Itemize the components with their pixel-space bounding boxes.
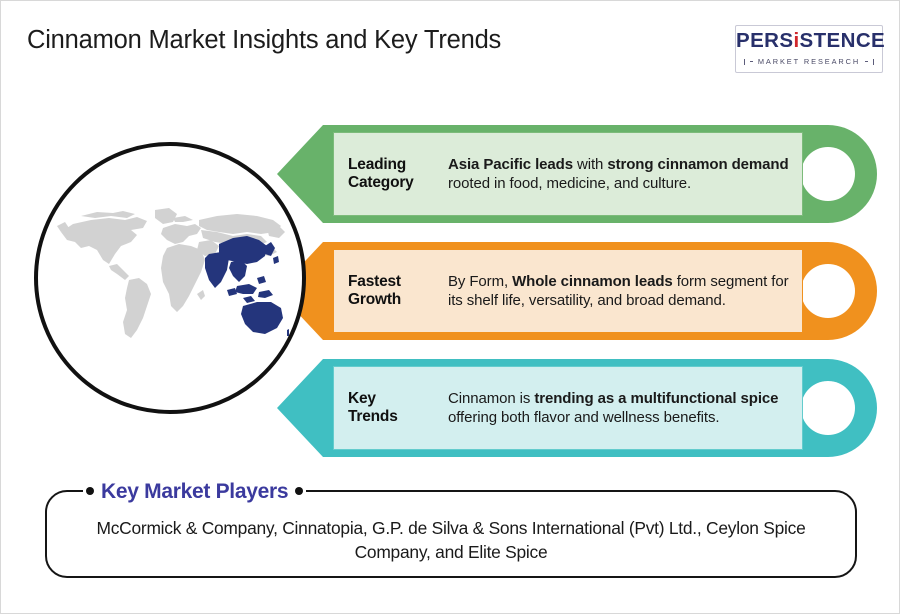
logo-wordmark-accent-i: i xyxy=(793,29,800,52)
panel-content-box: Key Trends Cinnamon is trending as a mul… xyxy=(333,366,803,450)
logo-subtitle-row: MARKET RESEARCH xyxy=(744,57,875,66)
panel-label: Fastest Growth xyxy=(334,273,448,310)
plain-text: form segment for its shelf life, versati… xyxy=(448,272,789,310)
panel-label-line2: Trends xyxy=(348,408,398,425)
persistence-market-research-logo: PERSiSTENCE MARKET RESEARCH xyxy=(735,25,885,73)
bullet-dot-right-icon xyxy=(295,487,304,495)
world-map-circle xyxy=(34,142,306,414)
panel-description: Asia Pacific leads with strong cinnamon … xyxy=(448,155,802,194)
emphasis-text: strong cinnamon demand xyxy=(607,155,789,173)
panel-label: Key Trends xyxy=(334,390,448,427)
bullet-dot-left-icon xyxy=(86,487,94,495)
key-market-players-title: Key Market Players xyxy=(101,479,289,503)
emphasis-text: trending as a multifunctional spice xyxy=(534,389,779,407)
world-map-base-continents xyxy=(57,208,285,338)
logo-rule-tick-right xyxy=(873,58,875,65)
key-market-players-box: Key Market Players McCormick & Company, … xyxy=(45,476,857,578)
insight-panel-key-trends[interactable]: Key Trends Cinnamon is trending as a mul… xyxy=(277,355,881,461)
logo-wordmark-part1: PERS xyxy=(736,29,794,52)
logo-wordmark: PERSiSTENCE xyxy=(736,29,885,52)
plain-text: Cinnamon is xyxy=(448,389,535,407)
world-map-asia-pacific-highlight xyxy=(205,236,289,336)
logo-wordmark-part2: STENCE xyxy=(799,29,886,52)
logo-rule-right xyxy=(865,61,869,62)
key-market-players-title-row: Key Market Players xyxy=(83,476,307,506)
panel-label-line1: Key xyxy=(348,389,376,407)
plain-text: rooted in food, medicine, and culture. xyxy=(448,175,692,192)
plain-text: offering both flavor and wellness benefi… xyxy=(448,409,720,426)
panel-label: Leading Category xyxy=(334,156,448,193)
emphasis-text: Asia Pacific leads xyxy=(448,155,573,173)
header: Cinnamon Market Insights and Key Trends … xyxy=(1,1,899,93)
world-map-icon xyxy=(57,208,289,338)
emphasis-text: Whole cinnamon leads xyxy=(512,272,673,290)
panel-label-line2: Category xyxy=(348,174,414,191)
logo-rule-tick-left xyxy=(744,58,745,65)
logo-subtitle: MARKET RESEARCH xyxy=(757,57,861,66)
panel-description: Cinnamon is trending as a multifunctiona… xyxy=(448,389,802,428)
plain-text: By Form, xyxy=(448,272,513,290)
logo-rule-left xyxy=(750,61,753,62)
key-market-players-list: McCormick & Company, Cinnatopia, G.P. de… xyxy=(96,518,806,563)
panel-content-box: Leading Category Asia Pacific leads with… xyxy=(333,132,803,216)
panel-label-line1: Fastest xyxy=(348,272,401,290)
insight-panel-fastest-growth[interactable]: Fastest Growth By Form, Whole cinnamon l… xyxy=(277,238,881,344)
panel-label-line1: Leading xyxy=(348,155,407,173)
panel-description: By Form, Whole cinnamon leads form segme… xyxy=(448,272,802,311)
plain-text: with xyxy=(572,155,608,173)
panel-label-line2: Growth xyxy=(348,291,402,308)
insight-panel-leading-category[interactable]: Leading Category Asia Pacific leads with… xyxy=(277,121,881,227)
page-title: Cinnamon Market Insights and Key Trends xyxy=(27,26,502,54)
panel-content-box: Fastest Growth By Form, Whole cinnamon l… xyxy=(333,249,803,333)
